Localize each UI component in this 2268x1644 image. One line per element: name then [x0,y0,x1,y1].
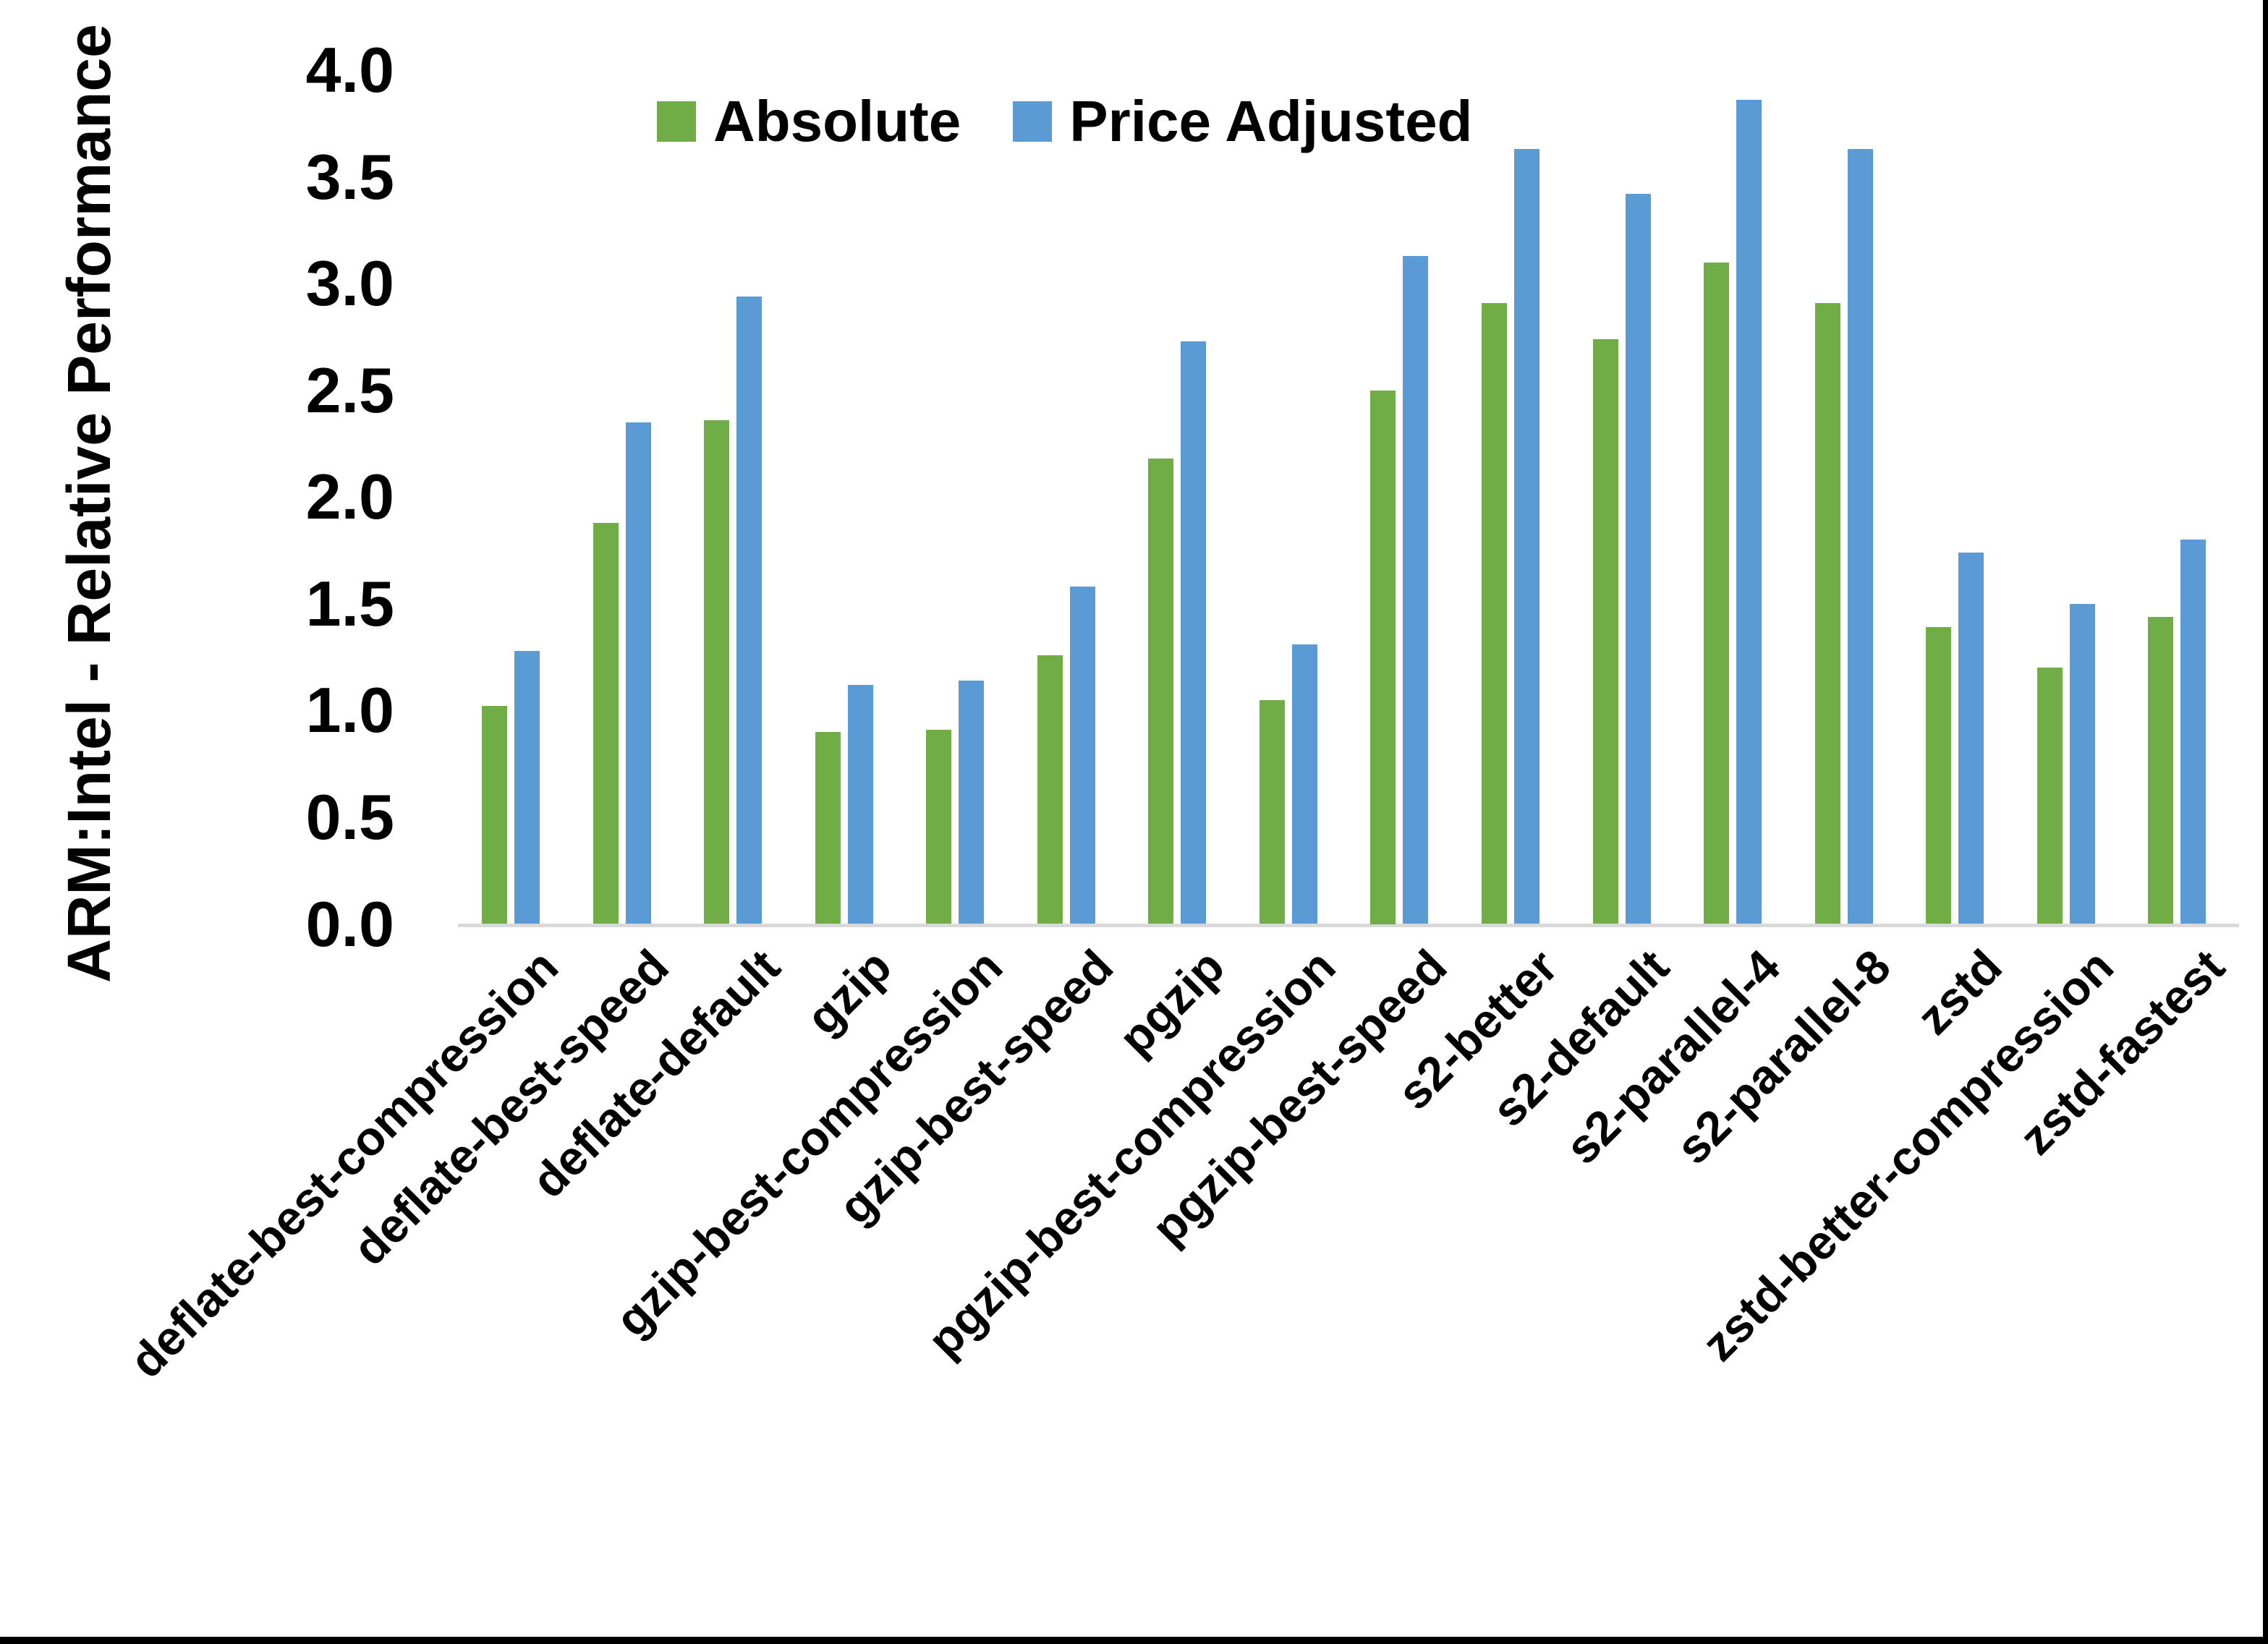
bar-absolute [593,522,619,924]
bar-price-adjusted [1403,255,1429,924]
bar-absolute [1704,262,1730,924]
bar-price-adjusted [1291,644,1317,924]
legend-swatch-price-adjusted-icon [1013,101,1053,142]
bar-price-adjusted [847,684,873,924]
y-tick-label: 1.0 [305,674,394,746]
bar-price-adjusted [1847,149,1873,924]
y-tick-label: 0.5 [305,780,394,853]
legend-swatch-absolute-icon [657,101,696,142]
bar-price-adjusted [1625,194,1651,924]
x-category-label: deflate-best-compression [119,939,568,1388]
bar-absolute [1259,699,1285,924]
y-tick-label: 2.0 [305,461,394,533]
bar-absolute [2036,668,2063,924]
bar-price-adjusted [1069,587,1095,924]
bar-absolute [704,420,730,924]
bar-absolute [926,729,952,924]
y-tick-label: 1.5 [305,567,394,639]
bar-absolute [1037,655,1063,924]
legend-item-absolute: Absolute [657,93,961,150]
bar-absolute [1370,390,1396,924]
bar-price-adjusted [625,422,651,924]
bar-price-adjusted [1736,100,1762,924]
bar-price-adjusted [736,296,763,924]
bar-absolute [1148,459,1174,924]
bar-absolute [482,706,507,924]
y-tick-label: 4.0 [305,34,394,106]
bar-price-adjusted [2069,603,2095,924]
bar-absolute [1926,627,1952,924]
legend-item-price-adjusted: Price Adjusted [1013,93,1472,150]
y-tick-label: 0.0 [305,887,394,960]
legend-label-absolute: Absolute [713,89,961,153]
bar-price-adjusted [1513,149,1539,924]
screenshot-border-bottom [0,1637,2268,1644]
x-axis-line [458,924,2239,927]
bar-absolute [1592,338,1618,924]
bar-absolute [1814,302,1840,924]
bar-price-adjusted [2180,540,2207,924]
bar-absolute [1481,302,1507,924]
legend-label-price-adjusted: Price Adjusted [1069,89,1473,153]
bar-price-adjusted [1958,553,1984,924]
screenshot-border-right [2263,0,2268,1644]
bar-price-adjusted [1181,341,1207,924]
y-tick-label: 3.5 [305,140,394,213]
bar-price-adjusted [514,650,540,924]
legend: Absolute Price Adjusted [657,93,1472,150]
bar-price-adjusted [959,681,985,924]
bar-absolute [2148,616,2174,924]
y-tick-label: 2.5 [305,354,394,426]
y-tick-label: 3.0 [305,247,394,320]
bar-absolute [815,731,841,924]
